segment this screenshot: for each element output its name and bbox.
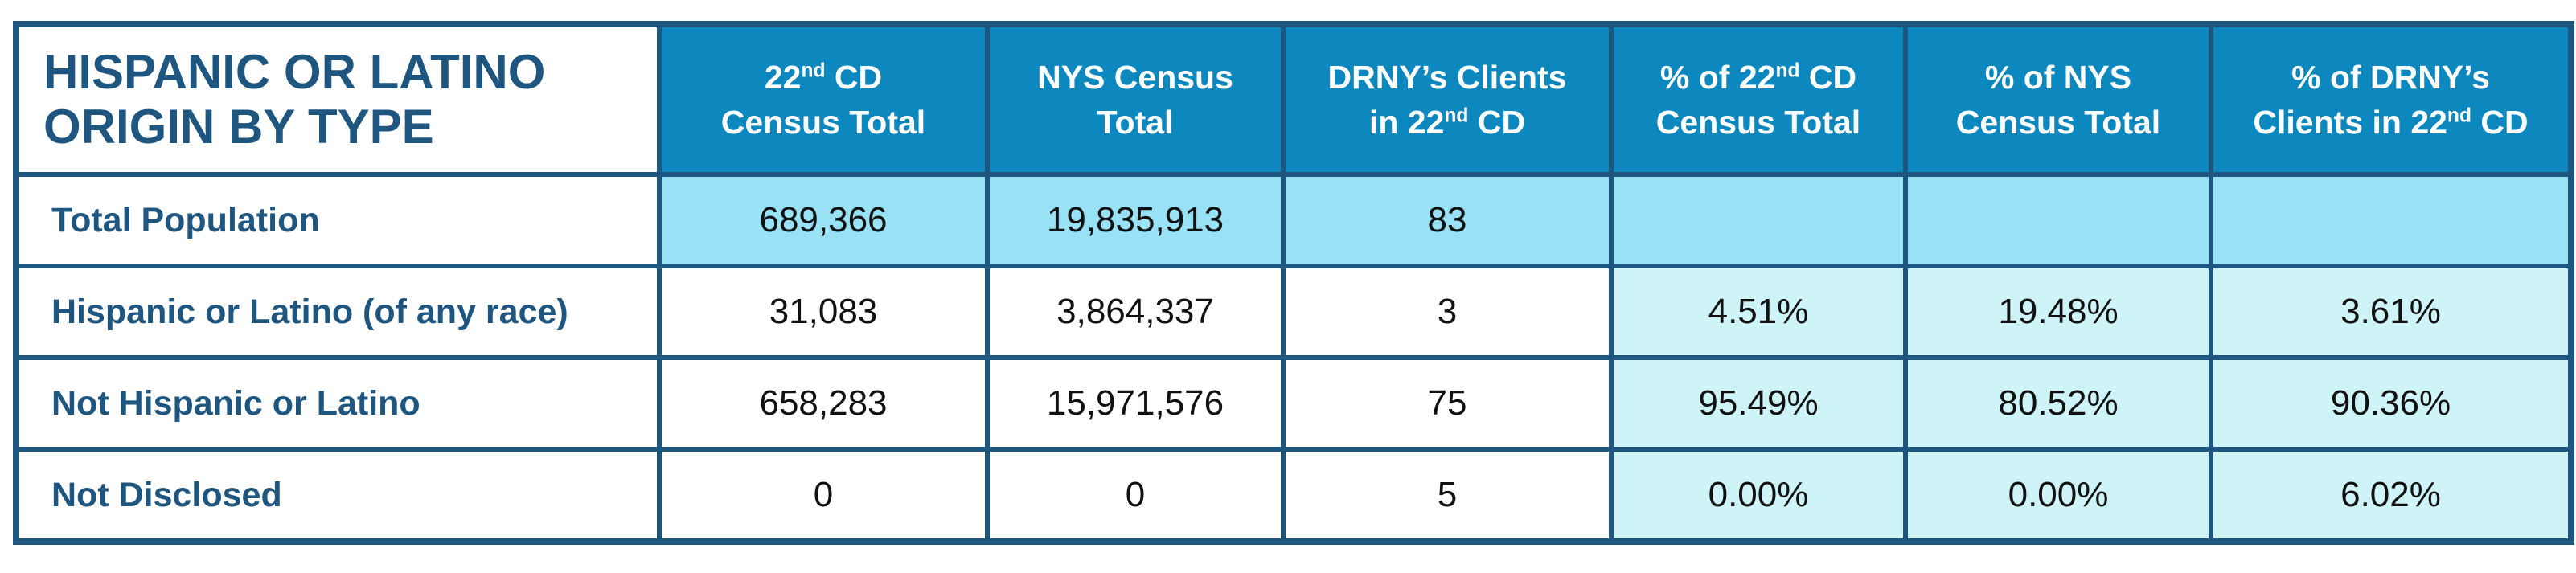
table-title: HISPANIC OR LATINO ORIGIN BY TYPE [14,22,662,177]
cell-value: 6.02% [2209,447,2574,544]
cell-value: 689,366 [657,172,990,268]
table-row: Not Disclosed 0 0 5 0.00% 0.00% 6.02% [14,447,2574,544]
table-row: Hispanic or Latino (of any race) 31,083 … [14,264,2574,360]
row-label: Not Disclosed [14,447,662,544]
cell-value: 3.61% [2209,264,2574,360]
cell-value: 75 [1281,355,1614,452]
cell-value: 3,864,337 [985,264,1286,360]
cell-value [1903,172,2213,268]
cell-value: 0 [985,447,1286,544]
cell-value: 15,971,576 [985,355,1286,452]
table-row: Not Hispanic or Latino 658,283 15,971,57… [14,355,2574,452]
cell-value: 0.00% [1609,447,1908,544]
cell-value: 83 [1281,172,1614,268]
row-label: Hispanic or Latino (of any race) [14,264,662,360]
row-label: Not Hispanic or Latino [14,355,662,452]
table-title-line-2: ORIGIN BY TYPE [43,100,434,153]
cell-value: 0 [657,447,990,544]
cell-value: 5 [1281,447,1614,544]
column-header-drny-clients: DRNY’s Clients in 22nd CD [1281,22,1614,177]
column-header-nys-census-total: NYS Census Total [985,22,1286,177]
cell-value: 90.36% [2209,355,2574,452]
cell-value: 31,083 [657,264,990,360]
cell-value: 95.49% [1609,355,1908,452]
cell-value [1609,172,1908,268]
cell-value: 4.51% [1609,264,1908,360]
cell-value: 19.48% [1903,264,2213,360]
header-row: HISPANIC OR LATINO ORIGIN BY TYPE 22nd C… [14,22,2574,177]
cell-value: 0.00% [1903,447,2213,544]
cell-value: 658,283 [657,355,990,452]
cell-value [2209,172,2574,268]
hispanic-latino-origin-table: HISPANIC OR LATINO ORIGIN BY TYPE 22nd C… [13,21,2574,545]
cell-value: 19,835,913 [985,172,1286,268]
column-header-pct-drny-clients: % of DRNY’s Clients in 22nd CD [2209,22,2574,177]
table-container: HISPANIC OR LATINO ORIGIN BY TYPE 22nd C… [13,21,2574,545]
column-header-pct-22nd-cd: % of 22nd CD Census Total [1609,22,1908,177]
cell-value: 3 [1281,264,1614,360]
column-header-22nd-cd-census-total: 22nd CD Census Total [657,22,990,177]
table-title-line-1: HISPANIC OR LATINO [43,45,546,99]
cell-value: 80.52% [1903,355,2213,452]
row-label: Total Population [14,172,662,268]
column-header-pct-nys: % of NYS Census Total [1903,22,2213,177]
table-row: Total Population 689,366 19,835,913 83 [14,172,2574,268]
